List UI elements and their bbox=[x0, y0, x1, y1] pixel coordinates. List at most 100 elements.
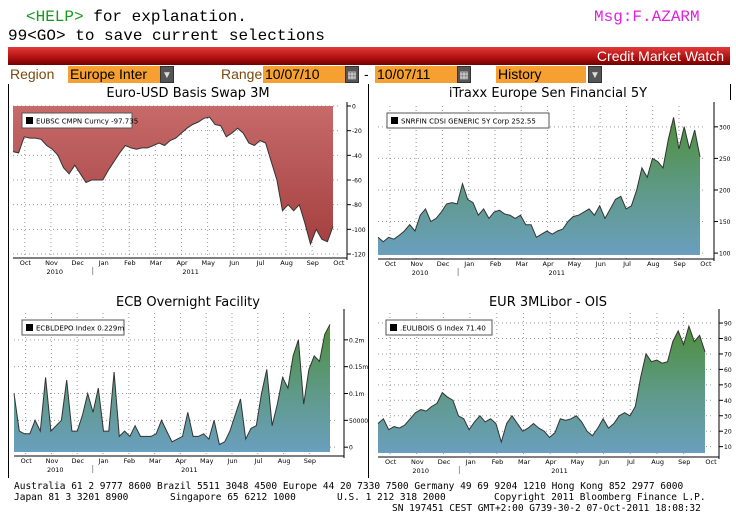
chart-title-ecb: ECB Overnight Facility bbox=[116, 295, 260, 310]
legend-label: EUBSC CMPN Curncy -97.735 bbox=[36, 118, 138, 126]
chart-3: 10 20 30 40 50 60 70 80 90 Oct Nov Dec Jan Feb Mar Apr M… bbox=[377, 309, 732, 475]
legend-box bbox=[385, 319, 493, 336]
mode-select[interactable]: History bbox=[496, 66, 586, 83]
y-tick-label: 250 bbox=[719, 156, 731, 163]
legend-label: .EULIBOIS G Index 71.40 bbox=[400, 325, 486, 333]
x-year-label: 2011 bbox=[181, 466, 198, 474]
y-tick-label: -20 bbox=[352, 128, 362, 135]
y-tick-label: 50000 bbox=[349, 418, 368, 425]
footer-japan: Japan 81 3 3201 8900 bbox=[14, 492, 129, 503]
panel-divider bbox=[368, 84, 369, 478]
x-tick-label: May bbox=[201, 259, 215, 267]
y-tick-label: 0.2m bbox=[349, 337, 365, 344]
x-tick-label: Oct bbox=[385, 458, 397, 466]
mode-dropdown-icon[interactable]: ▼ bbox=[588, 66, 602, 83]
y-tick-label: 10 bbox=[724, 444, 732, 451]
series-area bbox=[14, 324, 330, 452]
range-label: Range bbox=[221, 66, 263, 82]
range-start-input[interactable]: 10/07/10 bbox=[263, 66, 345, 83]
chart-0: 0 -20 -40 -60 -80 -100 -120 Oct Nov Dec Jan Feb Mar A… bbox=[12, 102, 366, 276]
panel-border-right bbox=[730, 84, 731, 100]
series-area bbox=[13, 106, 333, 245]
series-line bbox=[12, 116, 334, 246]
x-tick-label: Jan bbox=[98, 457, 109, 465]
x-year-label: 2010 bbox=[47, 466, 64, 474]
y-tick-label: 200 bbox=[719, 187, 731, 194]
x-year-label: 2011 bbox=[182, 268, 199, 276]
chart-1: 100 150 200 250 300 Oct Nov Dec Jan Feb Mar Apr May J… bbox=[377, 102, 731, 277]
x-tick-label: Nov bbox=[46, 457, 59, 465]
series-line bbox=[377, 324, 706, 444]
x-year-label: 2010 bbox=[412, 269, 429, 277]
calendar-end-icon[interactable]: ▦ bbox=[457, 66, 471, 83]
x-year-label: 2010 bbox=[47, 268, 64, 276]
x-tick-label: Jul bbox=[622, 260, 631, 268]
help-hint: <HELP> for explanation. bbox=[26, 8, 247, 26]
help-key[interactable]: <HELP> bbox=[26, 8, 84, 26]
x-tick-label: Nov bbox=[411, 458, 424, 466]
footer-copyright: Copyright 2011 Bloomberg Finance L.P. bbox=[494, 492, 706, 503]
x-tick-label: Jan bbox=[465, 458, 476, 466]
x-tick-label: Dec bbox=[71, 259, 84, 267]
footer-session: SN 197451 CEST GMT+2:00 G739-30-2 07-Oct… bbox=[392, 503, 701, 514]
x-tick-label: Feb bbox=[124, 457, 136, 465]
x-tick-label: Apr bbox=[175, 457, 187, 465]
x-tick-label: Nov bbox=[410, 260, 423, 268]
region-dropdown-icon[interactable]: ▼ bbox=[160, 66, 174, 83]
save-hint: 99<GO> to save current selections bbox=[8, 27, 325, 45]
chart-2: 0 50000 0.1m 0.15m 0.2m Oct Nov Dec Jan Feb Mar Apr… bbox=[13, 309, 368, 474]
legend-swatch-icon bbox=[391, 117, 398, 124]
panel-border-left bbox=[8, 84, 9, 478]
x-tick-label: Oct bbox=[20, 259, 32, 267]
x-tick-label: Jun bbox=[598, 458, 609, 466]
x-tick-label: Oct bbox=[21, 457, 33, 465]
x-tick-label: May bbox=[568, 260, 582, 268]
x-tick-label: Jan bbox=[463, 260, 474, 268]
x-tick-label: Dec bbox=[437, 260, 450, 268]
x-year-label: 2011 bbox=[551, 467, 568, 475]
y-tick-label: 0 bbox=[352, 104, 356, 111]
x-tick-label: Dec bbox=[71, 457, 84, 465]
x-tick-label: Mar bbox=[518, 458, 531, 466]
y-tick-label: 0.15m bbox=[349, 364, 368, 371]
legend-box bbox=[386, 112, 550, 129]
legend-label: ECBLDEPO Index 0.229m bbox=[36, 325, 124, 333]
series-area bbox=[378, 117, 700, 256]
x-tick-label: Oct bbox=[385, 260, 397, 268]
x-tick-label: Oct bbox=[333, 259, 345, 267]
footer-singapore: Singapore 65 6212 1000 bbox=[170, 492, 296, 503]
y-tick-label: -120 bbox=[352, 252, 366, 259]
x-tick-label: Apr bbox=[176, 259, 188, 267]
message-indicator[interactable]: Msg:F.AZARM bbox=[594, 8, 700, 26]
y-tick-label: 40 bbox=[724, 398, 732, 405]
range-end-input[interactable]: 10/07/11 bbox=[375, 66, 457, 83]
y-tick-label: 300 bbox=[719, 124, 731, 131]
x-tick-label: Apr bbox=[543, 260, 555, 268]
region-select[interactable]: Europe Inter bbox=[68, 66, 160, 83]
footer-us: U.S. 1 212 318 2000 bbox=[337, 492, 446, 503]
region-label: Region bbox=[10, 66, 55, 82]
y-tick-label: 20 bbox=[724, 429, 732, 436]
x-tick-label: Mar bbox=[516, 260, 529, 268]
series-line bbox=[13, 324, 331, 446]
x-tick-label: Jan bbox=[98, 259, 109, 267]
y-tick-label: 90 bbox=[724, 321, 732, 328]
range-separator: - bbox=[364, 66, 369, 82]
series-line bbox=[377, 117, 701, 243]
x-tick-label: Jul bbox=[253, 457, 262, 465]
x-tick-label: Sep bbox=[678, 458, 690, 466]
screen-title: Credit Market Watch bbox=[596, 48, 724, 64]
series-area bbox=[378, 326, 705, 453]
x-tick-label: Mar bbox=[150, 259, 163, 267]
calendar-start-icon[interactable]: ▦ bbox=[345, 66, 359, 83]
y-tick-label: 150 bbox=[719, 219, 731, 226]
x-tick-label: Feb bbox=[490, 260, 502, 268]
y-tick-label: 30 bbox=[724, 413, 732, 420]
x-tick-label: Jun bbox=[228, 259, 239, 267]
y-tick-label: 60 bbox=[724, 367, 732, 374]
x-tick-label: Sep bbox=[673, 260, 685, 268]
chart-title-basis-swap: Euro-USD Basis Swap 3M bbox=[106, 86, 270, 101]
x-tick-label: Feb bbox=[492, 458, 504, 466]
legend-label: SNRFIN CDSI GENERIC 5Y Corp 252.55 bbox=[401, 118, 536, 126]
